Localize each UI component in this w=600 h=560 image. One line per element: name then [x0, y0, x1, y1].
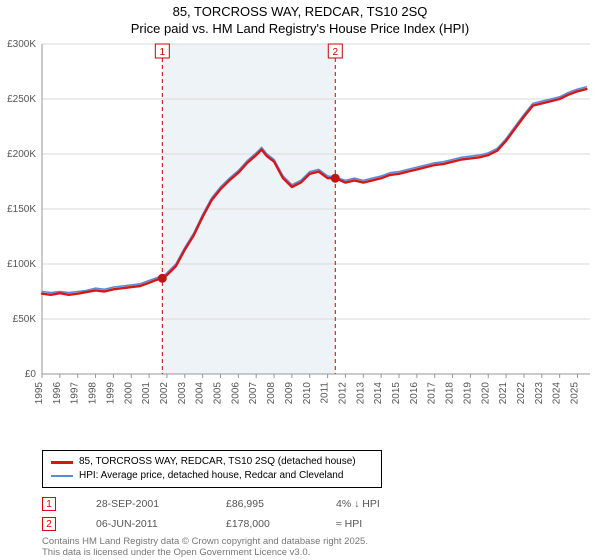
legend-swatch	[51, 475, 73, 477]
x-tick-label: 2016	[409, 382, 420, 405]
x-tick-label: 2021	[498, 382, 509, 405]
x-tick-label: 1998	[88, 382, 99, 405]
x-tick-label: 2001	[141, 382, 152, 405]
x-tick-label: 2000	[123, 382, 134, 405]
x-tick-label: 2008	[266, 382, 277, 405]
x-tick-label: 2025	[570, 382, 581, 405]
event-marker-num: 2	[332, 47, 338, 58]
attribution-line2: This data is licensed under the Open Gov…	[42, 547, 368, 558]
x-tick-label: 2019	[462, 382, 473, 405]
legend-label: 85, TORCROSS WAY, REDCAR, TS10 2SQ (deta…	[79, 455, 356, 469]
x-tick-label: 2009	[284, 382, 295, 405]
x-tick-label: 2018	[445, 382, 456, 405]
sale-events-table: 1 28-SEP-2001£86,9954% ↓ HPI 2 06-JUN-2011£…	[30, 494, 456, 534]
y-tick-label: £300K	[7, 39, 36, 50]
legend-swatch	[51, 461, 73, 464]
chart-area: £0£50K£100K£150K£200K£250K£300K199519961…	[42, 44, 590, 404]
x-tick-label: 2024	[552, 382, 563, 405]
event-date: 28-SEP-2001	[96, 498, 226, 510]
line-chart: £0£50K£100K£150K£200K£250K£300K199519961…	[42, 44, 590, 404]
x-tick-label: 1999	[105, 382, 116, 405]
x-tick-label: 1996	[52, 382, 63, 405]
y-tick-label: £50K	[13, 314, 37, 325]
chart-title: 85, TORCROSS WAY, REDCAR, TS10 2SQ Price…	[0, 0, 600, 36]
legend-label: HPI: Average price, detached house, Redc…	[79, 469, 343, 483]
y-tick-label: £0	[25, 369, 37, 380]
x-tick-label: 1997	[70, 382, 81, 405]
x-tick-label: 2002	[159, 382, 170, 405]
event-price: £178,000	[226, 518, 336, 530]
y-tick-label: £100K	[7, 259, 36, 270]
x-tick-label: 2005	[213, 382, 224, 405]
attribution: Contains HM Land Registry data © Crown c…	[42, 536, 368, 559]
sale-dot	[158, 274, 167, 283]
event-date: 06-JUN-2011	[96, 518, 226, 530]
event-num-box: 2	[42, 517, 56, 531]
legend-row: 85, TORCROSS WAY, REDCAR, TS10 2SQ (deta…	[51, 455, 373, 469]
y-tick-label: £250K	[7, 94, 36, 105]
x-tick-label: 2007	[248, 382, 259, 405]
x-tick-label: 2013	[355, 382, 366, 405]
event-num-box: 1	[42, 497, 56, 511]
event-marker-num: 1	[160, 47, 166, 58]
event-price: £86,995	[226, 498, 336, 510]
y-tick-label: £200K	[7, 149, 36, 160]
x-tick-label: 2010	[302, 382, 313, 405]
legend: 85, TORCROSS WAY, REDCAR, TS10 2SQ (deta…	[42, 450, 382, 488]
x-tick-label: 2012	[337, 382, 348, 405]
title-subtitle: Price paid vs. HM Land Registry's House …	[0, 21, 600, 36]
legend-row: HPI: Average price, detached house, Redc…	[51, 469, 373, 483]
x-tick-label: 1995	[34, 382, 45, 405]
x-tick-label: 2003	[177, 382, 188, 405]
x-tick-label: 2020	[480, 382, 491, 405]
attribution-line1: Contains HM Land Registry data © Crown c…	[42, 536, 368, 547]
x-tick-label: 2006	[230, 382, 241, 405]
x-tick-label: 2014	[373, 382, 384, 405]
x-tick-label: 2017	[427, 382, 438, 405]
event-row: 2 06-JUN-2011£178,000≈ HPI	[30, 514, 456, 534]
x-tick-label: 2022	[516, 382, 527, 405]
event-note: 4% ↓ HPI	[336, 498, 456, 510]
y-tick-label: £150K	[7, 204, 36, 215]
sale-dot	[331, 174, 340, 183]
x-tick-label: 2015	[391, 382, 402, 405]
x-tick-label: 2023	[534, 382, 545, 405]
event-row: 1 28-SEP-2001£86,9954% ↓ HPI	[30, 494, 456, 514]
x-tick-label: 2004	[195, 382, 206, 405]
event-note: ≈ HPI	[336, 518, 456, 530]
title-address: 85, TORCROSS WAY, REDCAR, TS10 2SQ	[0, 4, 600, 19]
x-tick-label: 2011	[320, 382, 331, 404]
